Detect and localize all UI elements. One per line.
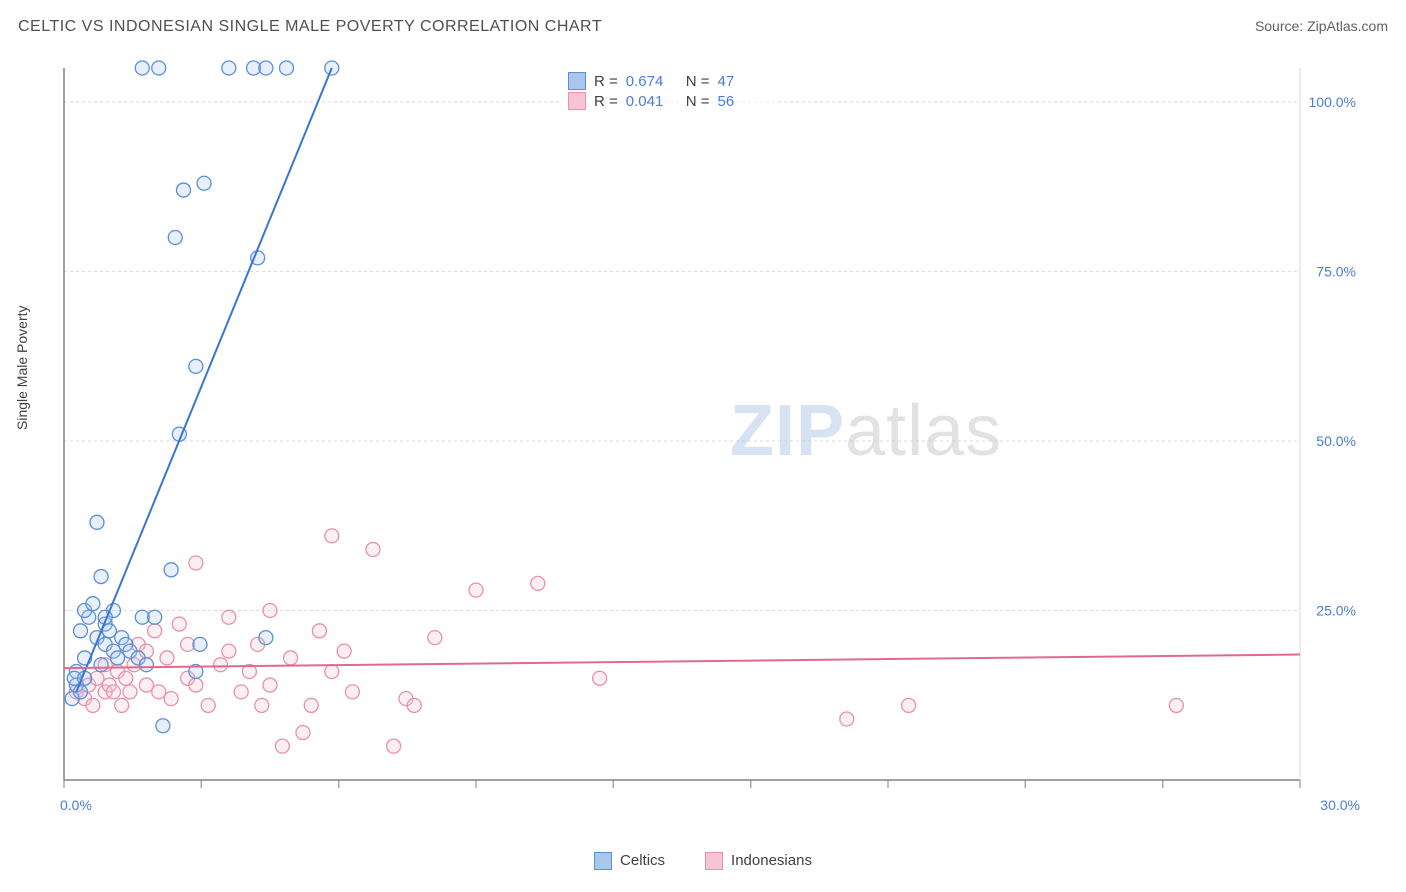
legend-swatch bbox=[568, 92, 586, 110]
data-point bbox=[189, 556, 203, 570]
data-point bbox=[86, 597, 100, 611]
data-point bbox=[148, 624, 162, 638]
chart-header: CELTIC VS INDONESIAN SINGLE MALE POVERTY… bbox=[18, 18, 1388, 36]
data-point bbox=[94, 570, 108, 584]
data-point bbox=[164, 563, 178, 577]
data-point bbox=[90, 515, 104, 529]
data-point bbox=[304, 698, 318, 712]
data-point bbox=[168, 231, 182, 245]
data-point bbox=[148, 610, 162, 624]
data-point bbox=[176, 183, 190, 197]
series-legend-item: Indonesians bbox=[705, 852, 812, 870]
legend-n-value: 47 bbox=[718, 73, 770, 90]
data-point bbox=[275, 739, 289, 753]
data-point bbox=[366, 542, 380, 556]
data-point bbox=[139, 678, 153, 692]
data-point bbox=[279, 61, 293, 75]
series-legend: Celtics Indonesians bbox=[0, 852, 1406, 870]
data-point bbox=[1169, 698, 1183, 712]
data-point bbox=[259, 631, 273, 645]
legend-r-value: 0.674 bbox=[626, 73, 678, 90]
data-point bbox=[139, 658, 153, 672]
legend-r-label: R = bbox=[594, 93, 618, 110]
data-point bbox=[234, 685, 248, 699]
data-point bbox=[222, 61, 236, 75]
chart-source: Source: ZipAtlas.com bbox=[1255, 18, 1388, 34]
data-point bbox=[193, 637, 207, 651]
data-point bbox=[156, 719, 170, 733]
data-point bbox=[152, 685, 166, 699]
data-point bbox=[259, 61, 273, 75]
data-point bbox=[86, 698, 100, 712]
data-point bbox=[172, 617, 186, 631]
data-point bbox=[160, 651, 174, 665]
data-point bbox=[263, 603, 277, 617]
data-point bbox=[428, 631, 442, 645]
data-point bbox=[222, 610, 236, 624]
data-point bbox=[312, 624, 326, 638]
data-point bbox=[201, 698, 215, 712]
svg-text:75.0%: 75.0% bbox=[1316, 263, 1356, 279]
legend-r-label: R = bbox=[594, 73, 618, 90]
data-point bbox=[387, 739, 401, 753]
svg-text:25.0%: 25.0% bbox=[1316, 602, 1356, 618]
data-point bbox=[111, 651, 125, 665]
chart-title: CELTIC VS INDONESIAN SINGLE MALE POVERTY… bbox=[18, 18, 602, 36]
data-point bbox=[73, 685, 87, 699]
data-point bbox=[135, 61, 149, 75]
data-point bbox=[531, 576, 545, 590]
svg-text:0.0%: 0.0% bbox=[60, 797, 92, 813]
series-legend-label: Celtics bbox=[620, 852, 665, 869]
data-point bbox=[407, 698, 421, 712]
legend-n-label: N = bbox=[686, 73, 710, 90]
legend-row: R = 0.041 N = 56 bbox=[568, 92, 770, 110]
data-point bbox=[469, 583, 483, 597]
data-point bbox=[106, 685, 120, 699]
data-point bbox=[73, 624, 87, 638]
data-point bbox=[152, 61, 166, 75]
data-point bbox=[255, 698, 269, 712]
series-legend-item: Celtics bbox=[594, 852, 665, 870]
y-axis-label: Single Male Poverty bbox=[14, 305, 30, 430]
legend-n-value: 56 bbox=[718, 93, 770, 110]
legend-swatch bbox=[568, 72, 586, 90]
trend-line bbox=[64, 655, 1300, 669]
data-point bbox=[94, 658, 108, 672]
data-point bbox=[189, 359, 203, 373]
legend-swatch bbox=[594, 852, 612, 870]
legend-swatch bbox=[705, 852, 723, 870]
svg-text:30.0%: 30.0% bbox=[1320, 797, 1360, 813]
data-point bbox=[840, 712, 854, 726]
data-point bbox=[296, 726, 310, 740]
data-point bbox=[189, 678, 203, 692]
data-point bbox=[325, 529, 339, 543]
trend-line bbox=[76, 68, 331, 692]
scatter-plot: 25.0% 50.0% 75.0% 100.0% 0.0% 30.0% bbox=[50, 60, 1370, 820]
data-point bbox=[902, 698, 916, 712]
svg-text:100.0%: 100.0% bbox=[1309, 94, 1356, 110]
data-point bbox=[337, 644, 351, 658]
data-point bbox=[123, 685, 137, 699]
data-point bbox=[593, 671, 607, 685]
data-point bbox=[164, 692, 178, 706]
legend-n-label: N = bbox=[686, 93, 710, 110]
data-point bbox=[119, 671, 133, 685]
data-point bbox=[345, 685, 359, 699]
data-point bbox=[284, 651, 298, 665]
data-point bbox=[115, 698, 129, 712]
legend-r-value: 0.041 bbox=[626, 93, 678, 110]
legend-row: R = 0.674 N = 47 bbox=[568, 72, 770, 90]
series-legend-label: Indonesians bbox=[731, 852, 812, 869]
chart-svg: 25.0% 50.0% 75.0% 100.0% 0.0% 30.0% bbox=[50, 60, 1370, 820]
data-point bbox=[325, 665, 339, 679]
svg-text:50.0%: 50.0% bbox=[1316, 433, 1356, 449]
data-point bbox=[197, 176, 211, 190]
data-point bbox=[263, 678, 277, 692]
data-point bbox=[222, 644, 236, 658]
correlation-legend: R = 0.674 N = 47 R = 0.041 N = 56 bbox=[560, 64, 778, 118]
data-point bbox=[214, 658, 228, 672]
